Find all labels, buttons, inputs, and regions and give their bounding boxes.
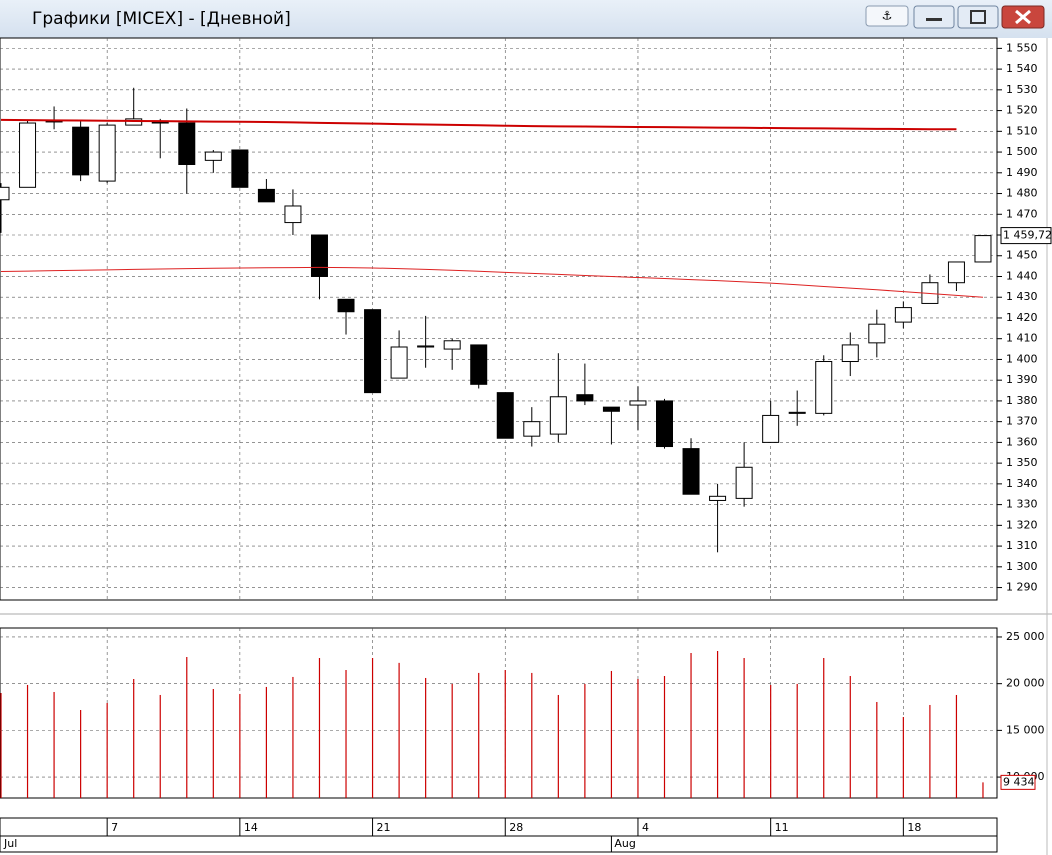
candle-body — [762, 414, 780, 443]
date-axis — [0, 817, 998, 853]
candle-body — [310, 234, 328, 277]
y-tick-label: 1 540 — [1006, 62, 1038, 75]
x-tick-label: 14 — [244, 821, 258, 834]
candle-body — [868, 323, 886, 344]
candle-body — [284, 205, 302, 224]
candle-body — [682, 448, 700, 495]
candle-body — [496, 392, 514, 439]
y-tick-label: 1 440 — [1006, 269, 1038, 282]
month-label: Jul — [3, 837, 17, 850]
minimize-button[interactable] — [913, 5, 955, 29]
moving-average — [0, 266, 984, 298]
y-tick-label: 1 300 — [1006, 560, 1038, 573]
y-tick-label: 1 390 — [1006, 373, 1038, 386]
y-tick-label: 1 470 — [1006, 207, 1038, 220]
y-tick-label: 1 510 — [1006, 124, 1038, 137]
x-tick-label: 28 — [509, 821, 523, 834]
minimize-icon — [926, 18, 942, 21]
month-label: Aug — [614, 837, 635, 850]
y-tick-label: 1 480 — [1006, 187, 1038, 200]
last-volume-box — [1000, 774, 1036, 790]
y-tick-label: 1 340 — [1006, 477, 1038, 490]
candle-body — [549, 396, 567, 435]
candle-body — [417, 345, 435, 348]
y-tick-label: 1 380 — [1006, 394, 1038, 407]
candle-body — [204, 151, 222, 161]
candle-body — [364, 309, 382, 394]
window-title: Графики [MICEX] - [Дневной] — [32, 9, 291, 29]
volume-bars — [0, 650, 984, 798]
x-tick-label: 21 — [377, 821, 391, 834]
x-tick-label: 11 — [775, 821, 789, 834]
candle-body — [231, 149, 249, 188]
y-tick-label: 1 370 — [1006, 415, 1038, 428]
close-icon — [1015, 9, 1031, 25]
candle-body — [19, 122, 37, 188]
candle-body — [656, 400, 673, 448]
y-tick-label: 1 350 — [1006, 456, 1038, 469]
candle-body — [72, 126, 90, 176]
candle-body — [974, 235, 992, 263]
y-tick-label: 1 410 — [1006, 332, 1038, 345]
candle-body — [178, 122, 196, 166]
candle-body — [98, 124, 116, 182]
y-tick-label: 1 290 — [1006, 581, 1038, 594]
y-tick-label: 1 550 — [1006, 41, 1038, 54]
y-tick-label: 1 450 — [1006, 249, 1038, 262]
last-volume-label: 9 434 — [1003, 775, 1035, 788]
x-tick-label: 4 — [642, 821, 649, 834]
y-tick-label: 15 000 — [1006, 723, 1045, 736]
candles — [0, 87, 992, 553]
moving-average — [0, 118, 957, 131]
maximize-icon — [970, 10, 986, 24]
y-tick-label: 25 000 — [1006, 630, 1045, 643]
x-tick-label: 18 — [907, 821, 921, 834]
x-tick-label: 7 — [111, 821, 118, 834]
candle-body — [947, 261, 965, 284]
candle-body — [470, 344, 488, 385]
candle-body — [337, 298, 355, 313]
y-tick-label: 1 520 — [1006, 104, 1038, 117]
candle-body — [709, 495, 727, 501]
candle-body — [576, 394, 594, 402]
candle-body — [390, 346, 408, 379]
last-price-label: 1 459,72 — [1003, 229, 1052, 242]
y-tick-label: 1 530 — [1006, 83, 1038, 96]
pin-button[interactable] — [865, 5, 909, 27]
y-tick-label: 1 320 — [1006, 518, 1038, 531]
price-panel — [0, 37, 998, 601]
y-tick-label: 1 490 — [1006, 166, 1038, 179]
candle-body — [257, 188, 275, 203]
y-tick-label: 1 330 — [1006, 498, 1038, 511]
pin-icon: ⚓ — [882, 9, 893, 23]
y-tick-label: 1 420 — [1006, 311, 1038, 324]
candle-body — [788, 411, 806, 414]
y-tick-label: 1 500 — [1006, 145, 1038, 158]
y-tick-label: 1 400 — [1006, 352, 1038, 365]
y-tick-label: 1 430 — [1006, 290, 1038, 303]
last-price-box — [1000, 227, 1052, 245]
candle-body — [629, 400, 647, 406]
candle-body — [0, 186, 10, 201]
y-tick-label: 20 000 — [1006, 677, 1045, 690]
candle-body — [815, 361, 833, 414]
y-tick-label: 1 310 — [1006, 539, 1038, 552]
y-tick-label: 1 360 — [1006, 435, 1038, 448]
candle-body — [894, 307, 912, 323]
candle-body — [841, 344, 859, 363]
candle-body — [443, 340, 461, 350]
candle-body — [602, 406, 620, 412]
maximize-button[interactable] — [957, 5, 999, 29]
volume-panel — [0, 627, 998, 799]
candle-body — [735, 466, 753, 499]
candle-body — [523, 421, 541, 437]
